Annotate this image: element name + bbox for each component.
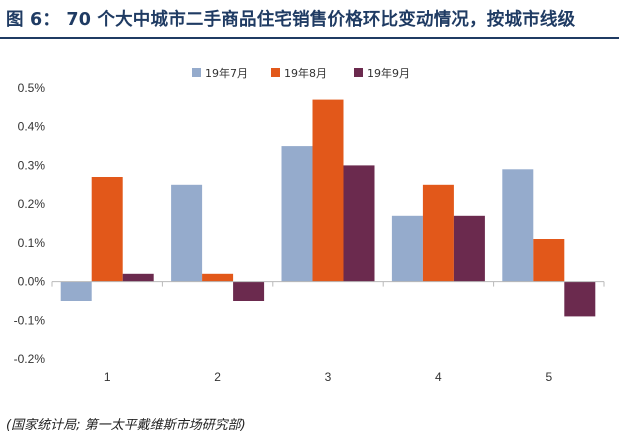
bar [564, 281, 596, 317]
x-tick-label: 4 [435, 370, 442, 384]
bar [502, 169, 534, 282]
x-tick-label: 3 [325, 370, 332, 384]
x-tick-label: 1 [104, 370, 111, 384]
bar [422, 184, 454, 282]
bar [60, 281, 92, 301]
bar [281, 146, 313, 282]
title-divider [0, 37, 619, 39]
y-tick-label: 0.4% [18, 120, 46, 134]
y-tick-label: 0.2% [18, 197, 46, 211]
bar [91, 177, 123, 282]
bar [122, 273, 154, 282]
legend-label: 19年9月 [367, 66, 410, 80]
bar [453, 215, 485, 282]
bar [343, 165, 375, 282]
source-note: (国家统计局; 第一太平戴维斯市场研究部) [6, 418, 246, 433]
y-tick-label: 0.3% [18, 158, 46, 172]
legend-swatch [354, 68, 363, 77]
y-tick-label: -0.2% [14, 352, 46, 366]
bar [202, 273, 234, 282]
bar [233, 281, 265, 301]
y-tick-label: 0.1% [18, 236, 46, 250]
figure-title: 图 6： 70 个大中城市二手商品住宅销售价格环比变动情况，按城市线级 [6, 10, 576, 30]
legend-label: 19年7月 [205, 66, 248, 80]
legend-swatch [271, 68, 280, 77]
legend: 19年7月 19年8月 19年9月 [192, 66, 410, 80]
bar [391, 215, 423, 282]
y-tick-label: -0.1% [14, 313, 46, 327]
legend-swatch [192, 68, 201, 77]
y-tick-label: 0.0% [18, 275, 46, 289]
x-axis: 1 2 3 4 5 [51, 281, 605, 384]
legend-label: 19年8月 [284, 66, 327, 80]
x-tick-label: 5 [545, 370, 552, 384]
bar [312, 99, 344, 282]
x-tick-label: 2 [214, 370, 221, 384]
bar [171, 184, 203, 282]
y-axis: -0.2% -0.1% 0.0% 0.1% 0.2% 0.3% 0.4% 0.5% [14, 81, 46, 366]
bars [60, 99, 596, 317]
bar [533, 239, 565, 282]
y-tick-label: 0.5% [18, 81, 46, 95]
